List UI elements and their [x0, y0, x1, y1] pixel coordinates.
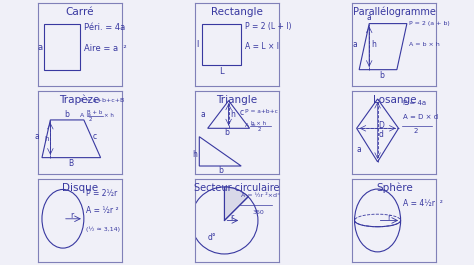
Text: a: a — [367, 13, 372, 22]
Text: d: d — [378, 130, 383, 139]
Text: a: a — [201, 111, 205, 120]
Text: Péri. = 4a: Péri. = 4a — [84, 23, 125, 32]
Text: Disque: Disque — [62, 183, 98, 193]
Text: 2: 2 — [414, 128, 418, 134]
Text: A = 4½r  ²: A = 4½r ² — [403, 199, 443, 208]
Text: c: c — [93, 132, 97, 141]
Text: h: h — [371, 40, 376, 49]
Text: Secteur circulaire: Secteur circulaire — [194, 183, 280, 193]
Text: h: h — [192, 150, 197, 159]
Text: 360: 360 — [252, 210, 264, 215]
Text: Aire = a  ²: Aire = a ² — [84, 44, 127, 53]
Text: P = 2½r: P = 2½r — [86, 189, 118, 198]
Text: a: a — [357, 145, 362, 154]
Text: A =: A = — [80, 113, 91, 118]
Text: Carré: Carré — [65, 7, 94, 17]
Text: × h: × h — [104, 113, 114, 118]
Text: Trapèze: Trapèze — [59, 95, 100, 105]
Wedge shape — [224, 187, 248, 220]
Text: a: a — [38, 43, 43, 52]
Text: Losange: Losange — [373, 95, 416, 105]
Text: r: r — [387, 213, 390, 222]
Text: h: h — [231, 111, 236, 120]
Text: P = a+b+c: P = a+b+c — [246, 109, 278, 114]
Text: b × h: b × h — [251, 121, 266, 126]
Text: d°: d° — [208, 233, 216, 242]
Text: A = ½r ²: A = ½r ² — [86, 206, 119, 215]
Text: a: a — [35, 132, 39, 141]
Text: A = b × h: A = b × h — [410, 42, 440, 47]
Text: r: r — [71, 211, 74, 220]
Text: P = 2 (L + l): P = 2 (L + l) — [246, 22, 292, 30]
Text: b: b — [379, 71, 384, 80]
Text: b: b — [225, 128, 229, 137]
Text: (½ ≈ 3,14): (½ ≈ 3,14) — [86, 226, 120, 232]
Text: c: c — [240, 108, 244, 117]
Text: r: r — [230, 213, 234, 222]
Text: Triangle: Triangle — [217, 95, 257, 105]
Text: 2: 2 — [89, 117, 92, 122]
Text: A = D × d: A = D × d — [403, 114, 438, 120]
Text: 2: 2 — [258, 127, 262, 132]
Text: Rectangle: Rectangle — [211, 7, 263, 17]
Text: a: a — [353, 40, 357, 49]
Text: l: l — [196, 40, 199, 49]
Text: P = 2 (a + b): P = 2 (a + b) — [410, 21, 450, 26]
Text: Sphère: Sphère — [376, 183, 413, 193]
Text: h: h — [44, 136, 48, 142]
Text: A =: A = — [246, 123, 256, 128]
Text: Parallélogramme: Parallélogramme — [353, 7, 436, 17]
Text: P = a+b+c+B: P = a+b+c+B — [80, 98, 124, 103]
Text: P = 4a: P = 4a — [403, 100, 426, 106]
Text: A = L × l: A = L × l — [246, 42, 279, 51]
Text: L: L — [219, 67, 224, 76]
Text: b: b — [64, 111, 70, 120]
Text: B + b: B + b — [87, 110, 102, 115]
Text: b: b — [218, 166, 223, 175]
Text: B: B — [69, 159, 74, 168]
Text: D: D — [378, 121, 384, 130]
Text: A = ½r ²×d°: A = ½r ²×d° — [241, 193, 280, 198]
